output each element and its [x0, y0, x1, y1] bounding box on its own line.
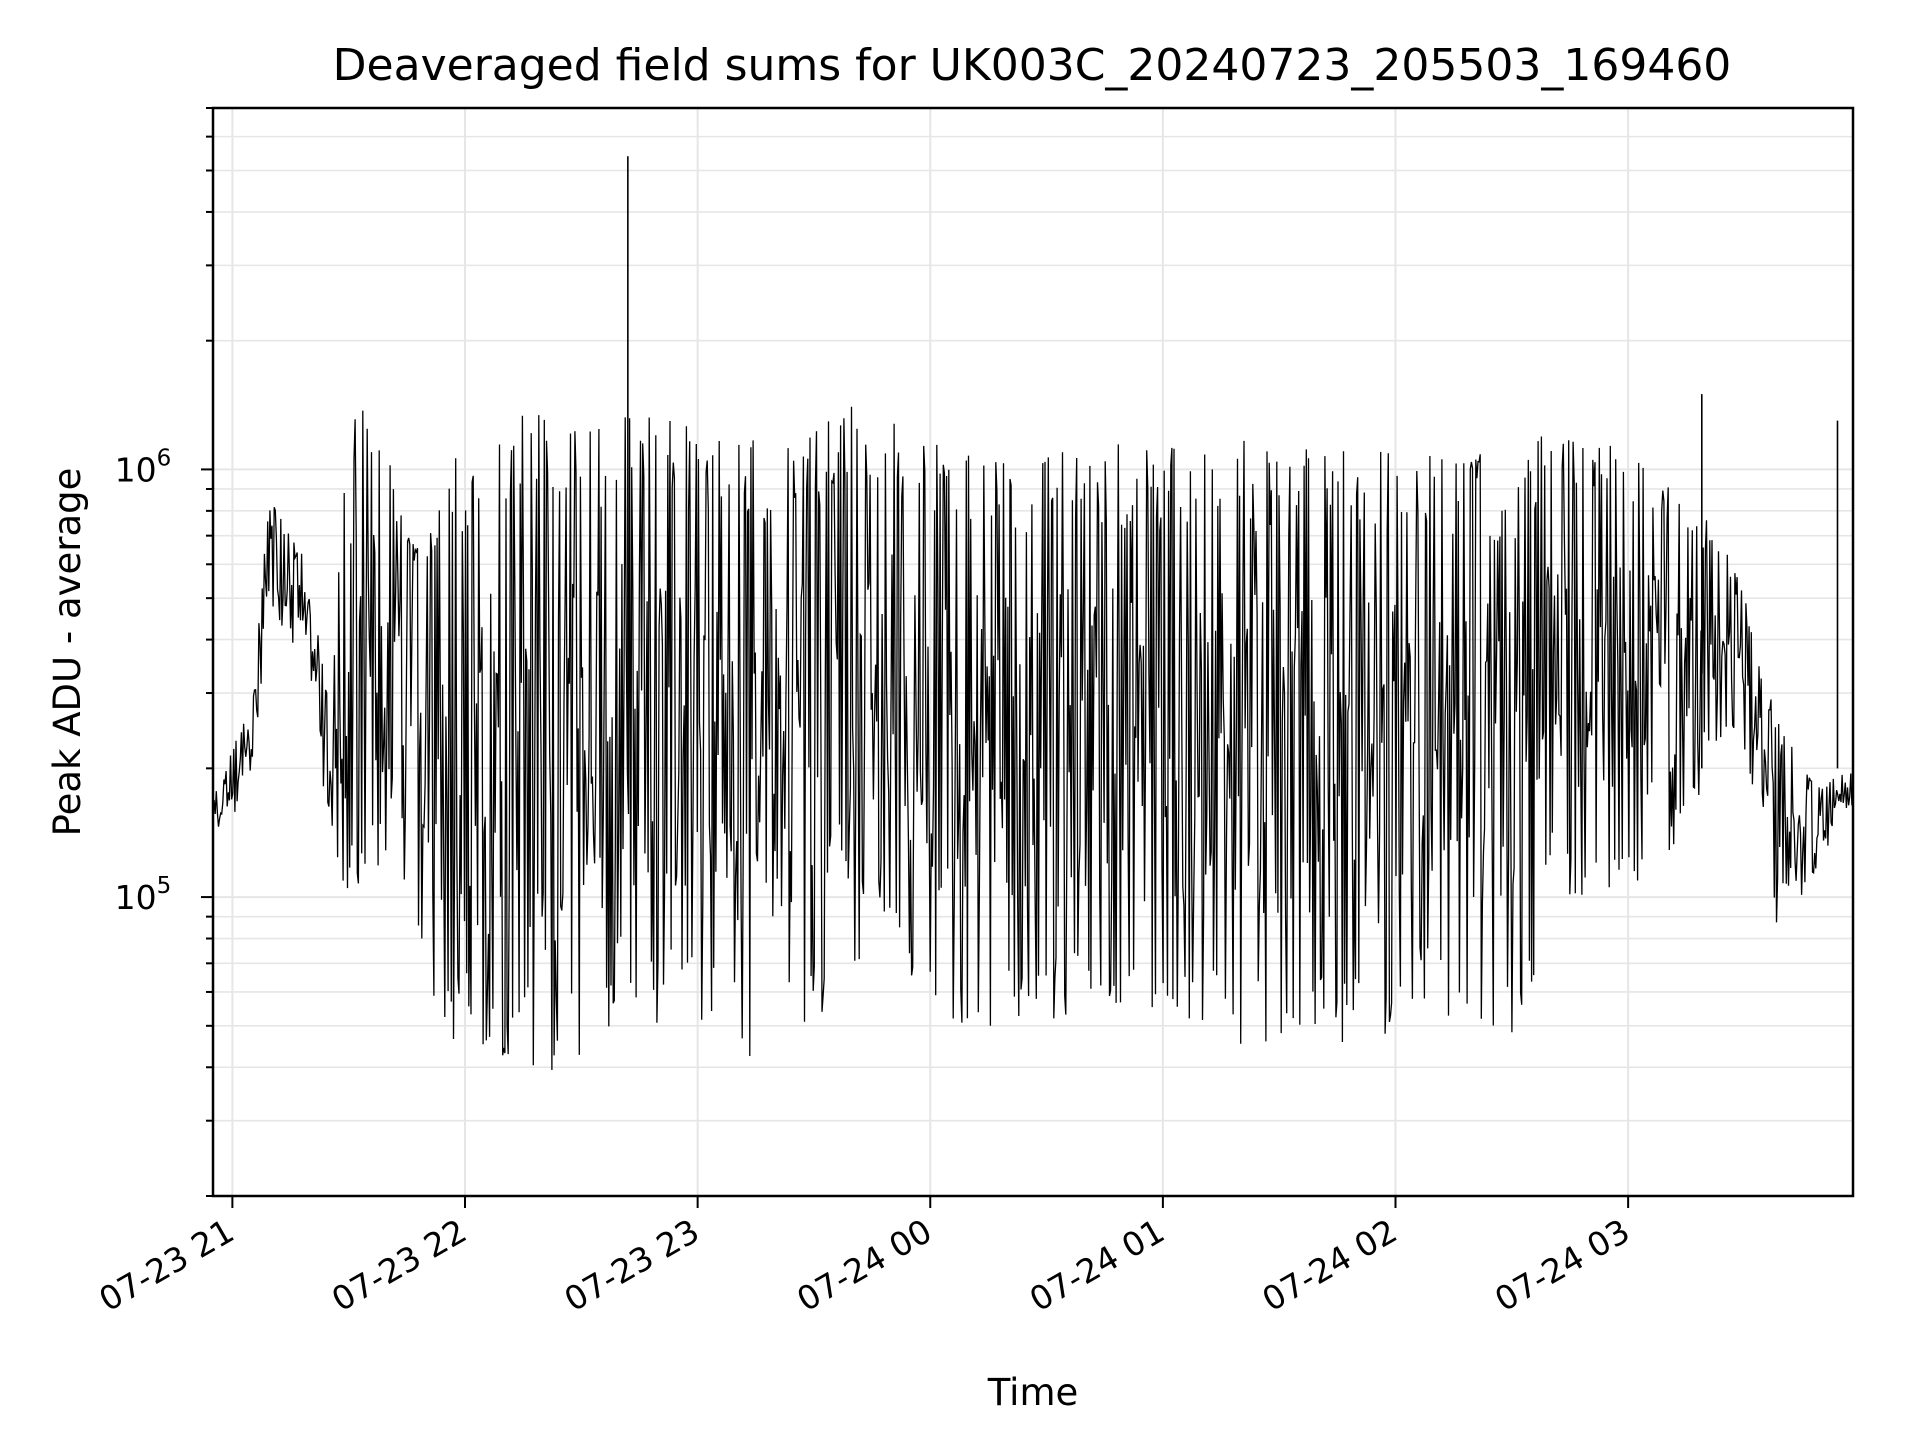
- series-layer: [212, 156, 1854, 1071]
- x-tick-label: 07-24 03: [1488, 1211, 1636, 1319]
- x-tick-label: 07-24 00: [790, 1211, 938, 1319]
- plot-frame: [211, 106, 1855, 1198]
- x-tick-label: 07-23 23: [558, 1211, 706, 1319]
- y-axis-label: Peak ADU - average: [46, 468, 89, 837]
- series-line: [212, 406, 1854, 1071]
- x-axis-label: Time: [987, 1371, 1079, 1414]
- x-tick-label: 07-23 21: [92, 1211, 240, 1319]
- x-axis: 07-23 21 07-23 22 07-23 23 07-24 00 07-24 01…: [92, 1196, 1636, 1319]
- chart-title: Deaveraged field sums for UK003C_2024072…: [333, 40, 1732, 91]
- x-tick-label: 07-24 01: [1023, 1211, 1171, 1319]
- y-tick-label: 106: [115, 445, 172, 489]
- x-tick-label: 07-24 02: [1256, 1211, 1404, 1319]
- y-tick-label: 105: [115, 873, 172, 917]
- y-axis: 105 106: [115, 107, 213, 1197]
- x-tick-label: 07-23 22: [325, 1211, 473, 1319]
